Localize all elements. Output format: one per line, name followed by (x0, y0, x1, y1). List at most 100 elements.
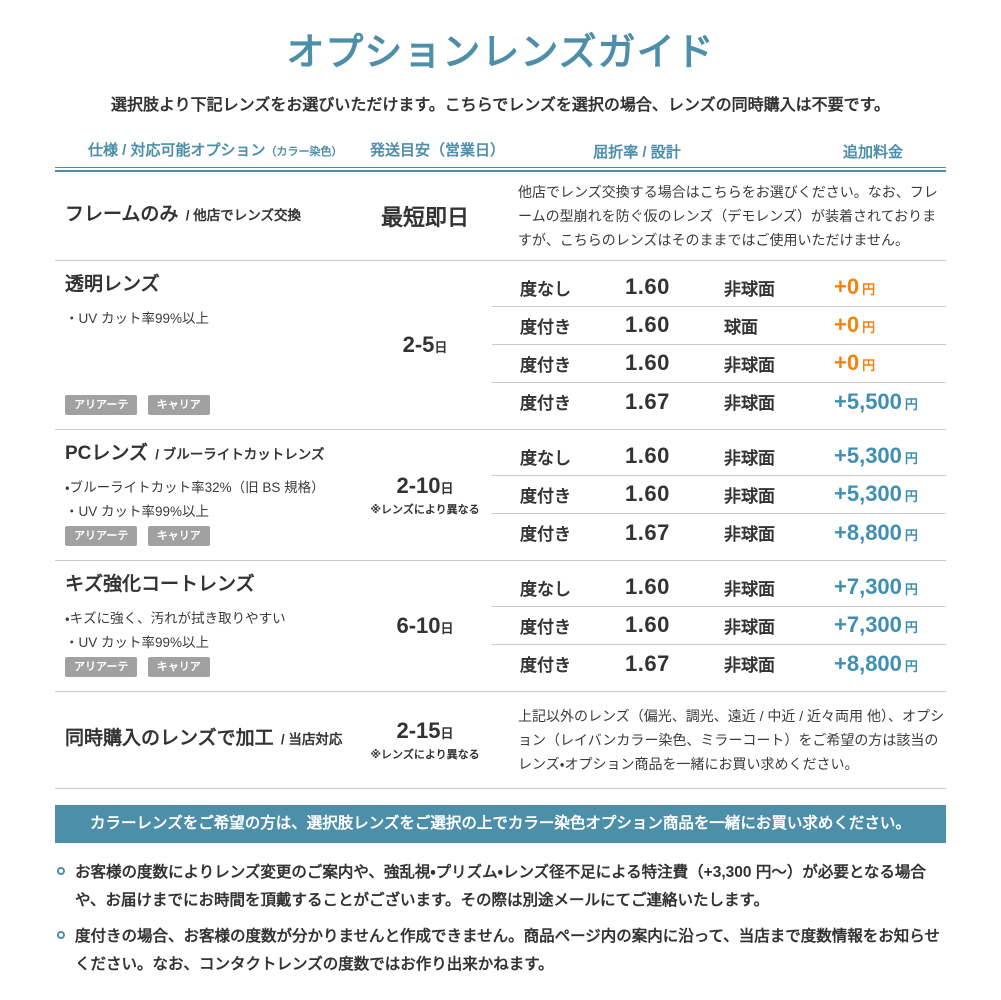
tag-ariarte: アリアーテ (65, 656, 138, 677)
option-price-unit: 円 (904, 582, 918, 598)
lens-feature: ・ブルーライトカット率32%（旧 BS 規格） (65, 480, 325, 496)
option-price: +7,300 円 (834, 612, 946, 638)
option-design: 非球面 (724, 617, 775, 637)
note-item: お客様の度数によりレンズ変更のご案内や、強乱視・プリズム・レンズ径不足による特注… (55, 859, 946, 915)
lens-name: 透明レンズ (65, 273, 370, 298)
lens-name: PCレンズ / ブルーライトカットレンズ (65, 442, 370, 467)
column-header-refraction: 屈折率 / 設計 (593, 143, 681, 161)
option-price-unit: 円 (904, 527, 918, 543)
option-refraction-index: 1.60 (625, 350, 670, 376)
shipping-unit: 日 (434, 339, 448, 355)
option-power: 度なし (520, 579, 571, 599)
option-refraction-index: 1.60 (625, 574, 670, 600)
lens-feature-list: ・UV カット率99%以上 (65, 307, 370, 331)
column-header-spec-label: 仕様 / 対応可能オプション (88, 141, 266, 159)
option-power: 度なし (520, 448, 571, 468)
shipping-estimate: 2-10 (396, 472, 441, 498)
lens-option-row: 度付き 1.60 非球面 +7,300 円 (492, 607, 946, 645)
option-design: 非球面 (724, 486, 775, 506)
header-double-rule (55, 166, 946, 172)
lens-name-suffix: / 他店でレンズ交換 (185, 208, 301, 224)
option-price-value: +5,300 (834, 481, 902, 507)
lens-name-cell: 同時購入のレンズで加工 / 当店対応 (55, 727, 370, 752)
table-row-pc-lens: PCレンズ / ブルーライトカットレンズ ・ブルーライトカット率32%（旧 BS… (55, 430, 946, 561)
lens-name: キズ強化コートレンズ (65, 573, 370, 598)
row-description: 上記以外のレンズ（偏光、調光、遠近 / 中近 / 近々両用 他）、オプション（レ… (518, 707, 944, 772)
option-price: +5,500 円 (834, 389, 946, 415)
lens-name-main: キズ強化コートレンズ (65, 573, 255, 595)
lens-guide-page: オプションレンズガイド 選択肢より下記レンズをお選びいただけます。こちらでレンズ… (55, 32, 946, 979)
option-price-value: +0 (834, 350, 860, 376)
option-price: +0 円 (834, 350, 946, 376)
option-price-value: +8,800 (834, 650, 902, 676)
option-price: +0 円 (834, 312, 946, 338)
shipping-note: ※レンズにより異なる (370, 748, 480, 761)
tag-ariarte: アリアーテ (65, 525, 138, 546)
option-design: 非球面 (724, 279, 775, 299)
option-price: +0 円 (834, 274, 946, 300)
tag-ariarte: アリアーテ (65, 394, 138, 415)
column-header-spec: 仕様 / 対応可能オプション（カラー染色） (55, 139, 370, 160)
option-refraction-index: 1.60 (625, 274, 670, 300)
lens-name-main: 透明レンズ (65, 273, 160, 295)
option-price: +7,300 円 (834, 574, 946, 600)
tag-carrier: キャリア (147, 525, 210, 546)
option-refraction-index: 1.67 (625, 650, 670, 676)
shipping-unit: 日 (440, 725, 454, 741)
footer-notes: お客様の度数によりレンズ変更のご案内や、強乱視・プリズム・レンズ径不足による特注… (55, 859, 946, 979)
option-price-value: +0 (834, 312, 860, 338)
lens-tag-list: アリアーテ キャリア (65, 525, 370, 550)
option-power: 度付き (520, 656, 571, 676)
shipping-estimate: 最短即日 (380, 204, 469, 230)
tag-carrier: キャリア (147, 656, 210, 677)
table-header: 仕様 / 対応可能オプション（カラー染色） 発送目安（営業日） 屈折率 / 設計… (55, 139, 946, 161)
option-refraction-index: 1.60 (625, 612, 670, 638)
option-power: 度なし (520, 279, 571, 299)
lens-name-cell: フレームのみ / 他店でレンズ交換 (55, 203, 370, 228)
option-price-value: +7,300 (834, 574, 902, 600)
note-item: 度付きの場合、お客様の度数が分かりませんと作成できません。商品ページ内の案内に沿… (55, 923, 946, 979)
option-power: 度付き (520, 617, 571, 637)
lens-option-list: 度なし 1.60 非球面 +7,300 円 度付き 1.60 非球面 +7,300… (492, 569, 946, 683)
option-design: 非球面 (724, 656, 775, 676)
page-title: オプションレンズガイド (286, 32, 715, 74)
option-power: 度付き (520, 355, 571, 375)
circle-bullet-icon (57, 866, 65, 875)
option-price-value: +5,300 (834, 443, 902, 469)
option-price-value: +8,800 (834, 519, 902, 545)
shipping-unit: 日 (440, 620, 454, 636)
shipping-cell: 6-10日 (370, 569, 480, 683)
option-price-unit: 円 (904, 489, 918, 505)
option-price-unit: 円 (904, 396, 918, 412)
lens-name: 同時購入のレンズで加工 / 当店対応 (65, 727, 370, 752)
shipping-estimate: 2-15 (396, 717, 441, 743)
lens-name-main: フレームのみ (65, 204, 179, 226)
option-power: 度付き (520, 317, 571, 337)
table-row-frame-only: フレームのみ / 他店でレンズ交換 最短即日 他店でレンズ交換する場合はこちらを… (55, 172, 946, 261)
lens-option-list: 度なし 1.60 非球面 +5,300 円 度付き 1.60 非球面 +5,300… (492, 438, 946, 552)
option-design: 非球面 (724, 355, 775, 375)
option-price-unit: 円 (862, 358, 876, 374)
circle-bullet-icon (57, 930, 65, 939)
option-price-unit: 円 (904, 658, 918, 674)
shipping-cell: 2-10日 ※レンズにより異なる (370, 438, 480, 552)
lens-tag-list: アリアーテ キャリア (65, 656, 370, 681)
lens-feature-list: ・キズに強く、汚れが拭き取りやすい ・UV カット率99%以上 (65, 607, 370, 654)
option-price-value: +0 (834, 274, 860, 300)
option-refraction-index: 1.60 (625, 481, 670, 507)
option-power: 度付き (520, 525, 571, 545)
option-price: +8,800 円 (834, 520, 946, 546)
option-price-unit: 円 (904, 451, 918, 467)
shipping-cell: 最短即日 (370, 200, 480, 232)
column-header-spec-note: （カラー染色） (265, 145, 343, 158)
table-row-clear-lens: 透明レンズ ・UV カット率99%以上 アリアーテ キャリア 2-5日 度なし … (55, 261, 946, 430)
option-price: +5,300 円 (834, 443, 946, 469)
table-row-simultaneous-purchase: 同時購入のレンズで加工 / 当店対応 2-15日 ※レンズにより異なる 上記以外… (55, 692, 946, 789)
page-subtitle: 選択肢より下記レンズをお選びいただけます。こちらでレンズを選択の場合、レンズの同… (110, 96, 891, 114)
option-design: 非球面 (724, 525, 775, 545)
lens-option-row: 度付き 1.60 非球面 +5,300 円 (492, 476, 946, 514)
lens-name-suffix: / ブルーライトカットレンズ (155, 446, 325, 462)
lens-tag-list: アリアーテ キャリア (65, 394, 370, 419)
lens-option-row: 度なし 1.60 非球面 +7,300 円 (492, 569, 946, 607)
lens-feature: ・キズに強く、汚れが拭き取りやすい (65, 611, 286, 627)
